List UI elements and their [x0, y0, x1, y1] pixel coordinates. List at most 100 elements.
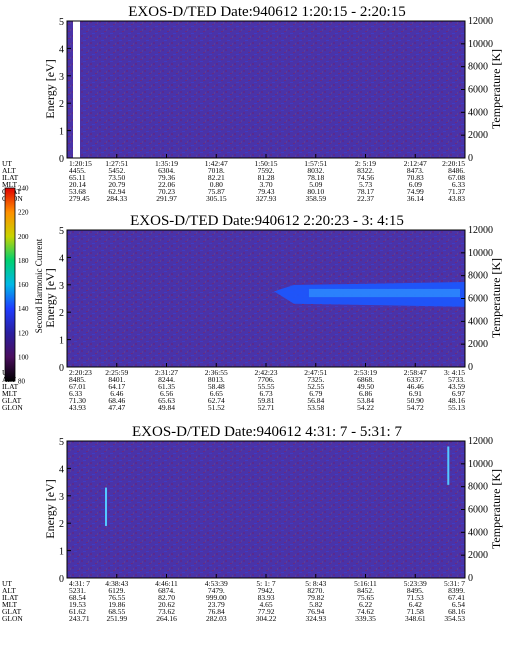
panel-3-ytick-3: 3 — [59, 492, 64, 503]
panel-3-ephem-label-2: ILAT — [2, 593, 19, 602]
panel-1-ephem-cell-2-8: 67.08 — [448, 173, 465, 182]
panel-2-ephem-cell-3-7: 6.91 — [409, 389, 422, 398]
panel-2-ephem-cell-4-3: 62.74 — [208, 396, 225, 405]
colorbar-tick-1: 100 — [18, 353, 29, 361]
panel-1-ytick-3: 3 — [59, 72, 64, 83]
colorbar-tick-6: 200 — [18, 233, 29, 241]
panel-1-ephem-cell-4-5: 80.10 — [307, 187, 324, 196]
panel-3-ytick-5: 5 — [59, 437, 64, 448]
panel-3-ephem-cell-1-8: 8399. — [448, 586, 465, 595]
panel-1-ephem-cell-0-1: 1:27:51 — [105, 159, 128, 168]
panel-3-ephem-cell-0-1: 4:38:43 — [105, 579, 128, 588]
panel-2-ephem-cell-0-8: 3: 4:15 — [444, 368, 465, 377]
panel-3-ephem-cell-3-8: 6.54 — [452, 600, 465, 609]
panel-2-ephem-cell-2-6: 49.50 — [357, 382, 374, 391]
panel-2-ytick-3: 3 — [59, 281, 64, 292]
panel-1-y2label: Temperature [K] — [489, 49, 503, 129]
panel-3-ephem-cell-0-7: 5:23:39 — [404, 579, 427, 588]
panel-1-ephem-label-3: MLT — [2, 180, 18, 189]
panel-1-ytick-5: 5 — [59, 17, 64, 28]
panel-2-y2tick-5: 10000 — [468, 248, 493, 259]
panel-3-y2tick-5: 10000 — [468, 459, 493, 470]
panel-3-ephem-cell-2-8: 67.41 — [448, 593, 465, 602]
panel-1-ephemeris: UT 1:20:15 1:27:51 1:35:19 1:42:47 1:50:15 1:5… — [2, 154, 466, 203]
panel-1-ephem-cell-5-0: 279.45 — [69, 194, 90, 203]
panel-2-ephem-cell-2-3: 58.48 — [208, 382, 225, 391]
panel-2-ephem-cell-2-2: 61.35 — [158, 382, 175, 391]
panel-3-ephem-label-0: UT — [2, 579, 12, 588]
panel-1-ephem-cell-1-3: 7018. — [208, 166, 225, 175]
colorbar-tick-8: 240 — [18, 185, 29, 193]
panel-1-ephem-cell-4-3: 75.87 — [208, 187, 225, 196]
panel-2-ephem-label-4: GLAT — [2, 396, 22, 405]
panel-1-ephem-cell-2-0: 65.11 — [69, 173, 86, 182]
panel-3-y2label: Temperature [K] — [489, 469, 503, 549]
panel-3-ephem-cell-4-5: 76.94 — [307, 607, 324, 616]
panel-1-ephem-cell-3-2: 22.06 — [158, 180, 175, 189]
panel-3-y-ticks: 0 1 2 3 4 5 — [59, 437, 71, 585]
panel-2-ephem-cell-0-7: 2:58:47 — [404, 368, 427, 377]
panel-2-y2label: Temperature [K] — [489, 258, 503, 338]
panel-2-y2tick-0: 0 — [468, 362, 473, 373]
panel-1-ephem-cell-1-8: 8486. — [448, 166, 465, 175]
panel-1-ytick-2: 2 — [59, 99, 64, 110]
panel-2-ytick-0: 0 — [59, 363, 64, 374]
panel-3-ytick-0: 0 — [59, 574, 64, 585]
panel-1-ephem-cell-0-4: 1:50:15 — [255, 159, 278, 168]
colorbar-tick-4: 160 — [18, 281, 29, 289]
panel-3-ephem-cell-5-4: 304.22 — [256, 614, 277, 623]
panel-2-y2tick-1: 2000 — [468, 339, 488, 350]
panel-3-y2tick-1: 2000 — [468, 550, 488, 561]
panel-1-ephem-cell-0-6: 2: 5:19 — [355, 159, 376, 168]
panel-2-ephem-cell-0-4: 2:42:23 — [255, 368, 278, 377]
panel-3-ephem-cell-5-1: 251.99 — [106, 614, 127, 623]
panel-2-ephem-cell-5-6: 54.22 — [357, 403, 374, 412]
panel-1-y2tick-2: 4000 — [468, 107, 488, 118]
panel-1-ephem-cell-1-2: 6304. — [158, 166, 175, 175]
panel-2-ephem-cell-3-0: 6.33 — [69, 389, 82, 398]
panel-3-ephem-cell-2-3: 999.00 — [206, 593, 227, 602]
panel-2-ephem-cell-0-5: 2:47:51 — [304, 368, 327, 377]
panel-1-ephem-cell-2-4: 81.28 — [258, 173, 275, 182]
panel-2-ephem-cell-4-5: 56.84 — [307, 396, 324, 405]
panel-3-ephem-cell-5-5: 324.93 — [305, 614, 326, 623]
panel-1-y2tick-6: 12000 — [468, 16, 493, 27]
panel-1-ephem-cell-1-7: 8473. — [407, 166, 424, 175]
panel-2-ytick-2: 2 — [59, 308, 64, 319]
panel-1-ephem-cell-4-4: 79.43 — [258, 187, 275, 196]
panel-1-ephem-label-2: ILAT — [2, 173, 19, 182]
panel-2-ephem-cell-1-8: 5733. — [448, 375, 465, 384]
panel-2-ephem-cell-1-2: 8244. — [158, 375, 175, 384]
panel-3-y2tick-3: 6000 — [468, 505, 488, 516]
panel-3-ephem-cell-1-4: 7942. — [258, 586, 275, 595]
panel-2-ephemeris: UT2:20:232:25:592:31:272:36:552:42:232:4… — [2, 363, 466, 412]
panel-2-y2tick-3: 6000 — [468, 294, 488, 305]
panel-3-ephem-label-1: ALT — [2, 586, 16, 595]
panel-2-ephem-cell-1-1: 8401. — [108, 375, 125, 384]
panel-2-y2tick-2: 4000 — [468, 316, 488, 327]
panel-1-ephem-cell-4-0: 53.68 — [69, 187, 86, 196]
panel-2-ytick-5: 5 — [59, 226, 64, 237]
panel-2-y2-ticks: 0 2000 4000 6000 8000 10000 12000 — [461, 225, 493, 373]
panel-1-ephem-cell-2-3: 82.21 — [208, 173, 225, 182]
panel-1-ephem-cell-3-6: 5.73 — [359, 180, 372, 189]
panel-2-ephem-cell-4-1: 68.46 — [108, 396, 125, 405]
panel-3-ephem-cell-1-3: 7479. — [208, 586, 225, 595]
panel-3-ephem-cell-4-6: 74.62 — [357, 607, 374, 616]
panel-1-ephem-cell-0-8: 2:20:15 — [442, 159, 465, 168]
panel-1-y-ticks: 0 1 2 3 4 5 — [59, 17, 71, 165]
panel-2-ephem-cell-3-6: 6.86 — [359, 389, 372, 398]
panel-2-ephem-cell-2-7: 46.46 — [407, 382, 424, 391]
panel-1-ephem-label-1: ALT — [2, 166, 16, 175]
panel-3-ephem-cell-5-7: 348.61 — [405, 614, 426, 623]
panel-3-ephem-label-4: GLAT — [2, 607, 22, 616]
panel-2-band-core-0 — [308, 288, 460, 298]
panel-1-y2tick-5: 10000 — [468, 39, 493, 50]
panel-2-y-ticks: 0 1 2 3 4 5 — [59, 226, 71, 374]
panel-3-ephem-cell-2-5: 79.82 — [307, 593, 324, 602]
panel-3-ephem-cell-4-0: 61.62 — [69, 607, 86, 616]
panel-3-ephem-cell-3-0: 19.53 — [69, 600, 86, 609]
panel-1-ephem-cell-0-2: 1:35:19 — [155, 159, 178, 168]
panel-3-ephem-cell-5-2: 264.16 — [156, 614, 177, 623]
panel-3-ephem-cell-0-5: 5: 8:43 — [305, 579, 326, 588]
